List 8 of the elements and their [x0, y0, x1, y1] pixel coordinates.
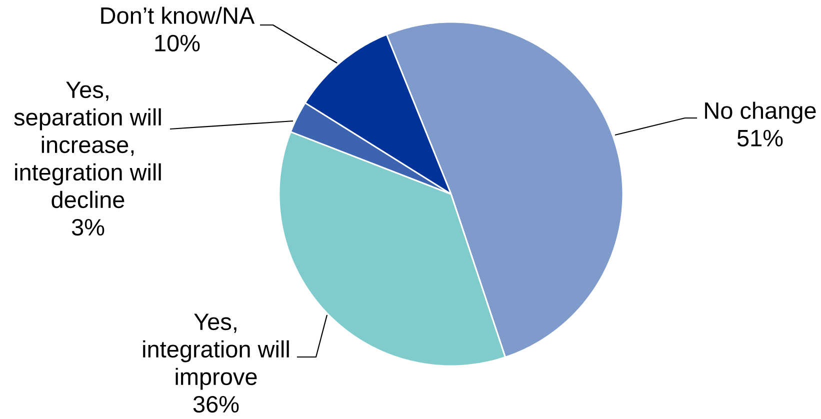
- slice-label: No change: [705, 102, 816, 124]
- data-label: 36%: [193, 396, 239, 413]
- slice-label: Yes, separation will increase, integration will decline: [14, 82, 161, 208]
- slice-label: Don’t know/NA: [101, 6, 255, 24]
- data-label: 51%: [737, 130, 783, 146]
- data-label: 10%: [155, 34, 200, 52]
- data-label: 3%: [72, 218, 104, 236]
- slice-label: Yes, integration will improve: [143, 314, 289, 390]
